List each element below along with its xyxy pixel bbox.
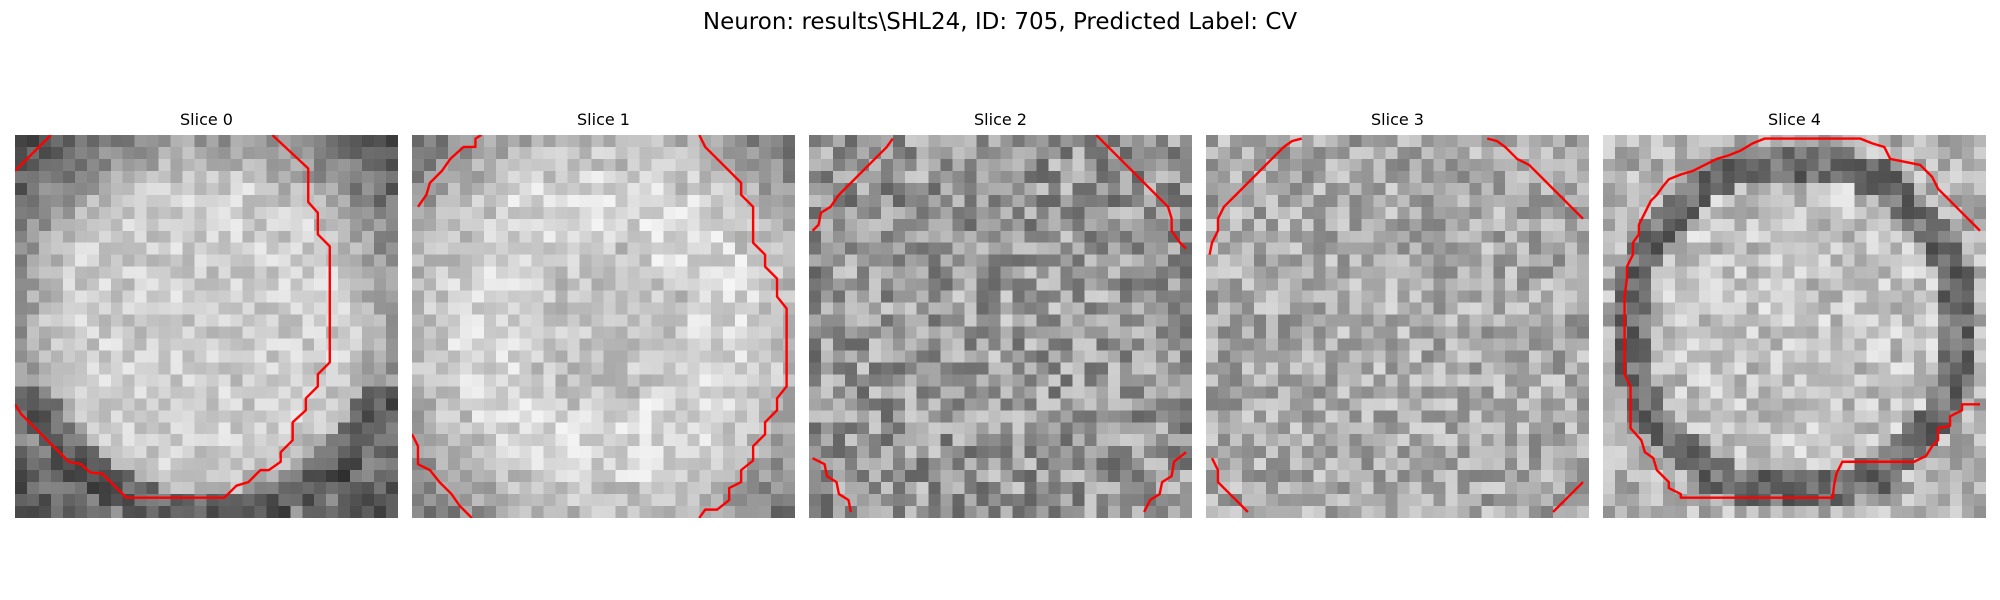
slice-panel: Slice 4 <box>1603 108 1986 518</box>
contour-line <box>15 135 331 499</box>
slice-title: Slice 3 <box>1371 110 1424 129</box>
grayscale-image <box>1603 135 1986 518</box>
contour-line <box>1623 137 1981 499</box>
contour-overlay <box>1208 137 1584 513</box>
slice-panel: Slice 0 <box>15 108 398 518</box>
slice-title: Slice 0 <box>180 110 233 129</box>
slice-title: Slice 2 <box>974 110 1027 129</box>
contour-line <box>417 135 483 208</box>
contour-line <box>1210 457 1249 513</box>
contour-line <box>1552 481 1584 513</box>
grayscale-image <box>809 135 1192 518</box>
contour-line <box>15 135 52 172</box>
grayscale-image <box>412 135 795 518</box>
contour-overlay <box>1623 137 1981 499</box>
contour-overlay <box>811 135 1187 513</box>
contour-line <box>698 135 788 518</box>
contour-line <box>1143 451 1187 513</box>
contour-line <box>1208 137 1303 255</box>
slice-image <box>1603 135 1986 518</box>
slice-image <box>412 135 795 518</box>
contour-line <box>1095 135 1187 250</box>
slice-panel: Slice 1 <box>412 108 795 518</box>
contour-line <box>812 457 853 513</box>
slice-title: Slice 1 <box>577 110 630 129</box>
slice-panel: Slice 2 <box>809 108 1192 518</box>
grayscale-image <box>1206 135 1589 518</box>
figure-title: Neuron: results\SHL24, ID: 705, Predicte… <box>702 9 1298 35</box>
contour-line <box>1486 137 1584 220</box>
slice-panel: Slice 3 <box>1206 108 1589 518</box>
slice-image <box>1206 135 1589 518</box>
grayscale-image <box>15 135 398 518</box>
contour-line <box>412 433 473 518</box>
contour-overlay <box>412 135 788 518</box>
contour-overlay <box>15 135 331 499</box>
contour-line <box>811 137 894 232</box>
slice-image <box>809 135 1192 518</box>
slice-title: Slice 4 <box>1768 110 1821 129</box>
slice-image <box>15 135 398 518</box>
